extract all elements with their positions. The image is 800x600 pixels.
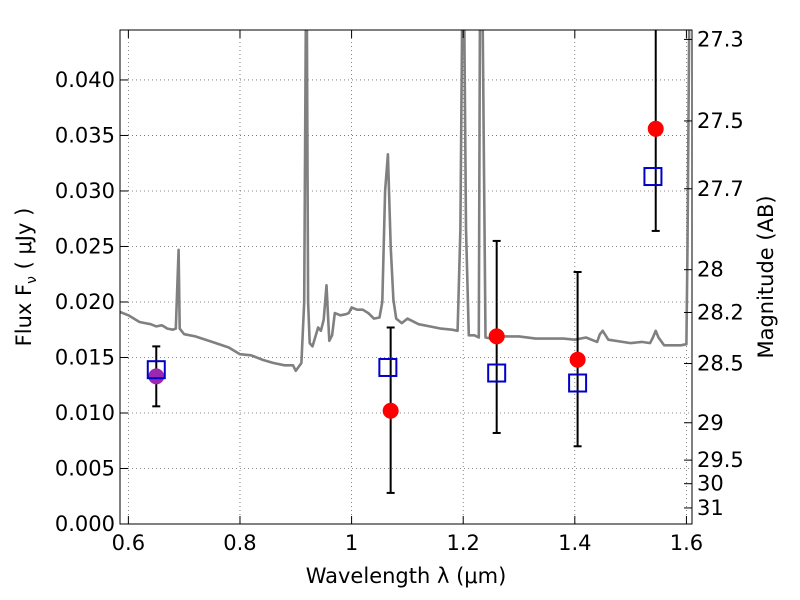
y-tick-label: 0.030	[55, 179, 115, 203]
y-tick-labels: 0.000 0.005 0.010 0.015 0.020 0.025 0.030 0.035…	[55, 68, 115, 536]
data-point	[488, 328, 505, 345]
right-tick-label: 28.5	[697, 352, 744, 376]
right-axis-label: Magnitude (AB)	[754, 195, 778, 358]
y-axis-label: Flux Fν ( μJy )	[12, 208, 40, 347]
y-axis-label-unit: ( μJy )	[12, 208, 36, 276]
y-tick-label: 0.000	[55, 512, 115, 536]
data-point	[647, 120, 664, 137]
x-tick-labels: 0.6 0.8 1 1.2 1.4 1.6	[112, 531, 703, 555]
y-tick-label: 0.040	[55, 68, 115, 92]
right-tick-label: 28	[697, 258, 724, 282]
model-spectrum	[120, 30, 691, 373]
right-tick-label: 30	[697, 472, 724, 496]
x-tick-label: 1	[345, 531, 358, 555]
x-tick-label: 0.8	[223, 531, 256, 555]
y-tick-label: 0.035	[55, 123, 115, 147]
model-point	[378, 357, 398, 377]
y-tick-label: 0.020	[55, 290, 115, 314]
x-tick-label: 1.6	[670, 531, 703, 555]
right-tick-label: 27.3	[697, 27, 744, 51]
data-point	[382, 402, 399, 419]
y-tick-label: 0.025	[55, 234, 115, 258]
right-tick-label: 27.5	[697, 109, 744, 133]
right-tick-label: 29.5	[697, 448, 744, 472]
right-tick-label: 31	[697, 496, 724, 520]
x-axis-label: Wavelength λ (μm)	[306, 564, 507, 588]
x-tick-label: 1.4	[558, 531, 591, 555]
y-tick-label: 0.005	[55, 456, 115, 480]
x-tick-label: 1.2	[446, 531, 479, 555]
right-tick-label: 27.7	[697, 177, 744, 201]
model-point	[487, 363, 507, 383]
right-tick-label: 28.2	[697, 300, 744, 324]
model-point	[568, 373, 588, 393]
right-tick-label: 29	[697, 411, 724, 435]
plot-frame	[119, 29, 693, 525]
y-tick-label: 0.015	[55, 345, 115, 369]
data-point	[569, 351, 586, 368]
data-points	[146, 30, 664, 494]
y-axis-label-sub: ν	[24, 276, 40, 284]
y-axis-label-main: Flux F	[12, 284, 36, 346]
data-point	[148, 368, 165, 385]
y-tick-label: 0.010	[55, 401, 115, 425]
spectrum-line	[120, 30, 691, 373]
x-tick-label: 0.6	[112, 531, 145, 555]
model-point	[146, 360, 166, 380]
model-point	[643, 167, 663, 187]
axis-ticks	[120, 30, 692, 525]
